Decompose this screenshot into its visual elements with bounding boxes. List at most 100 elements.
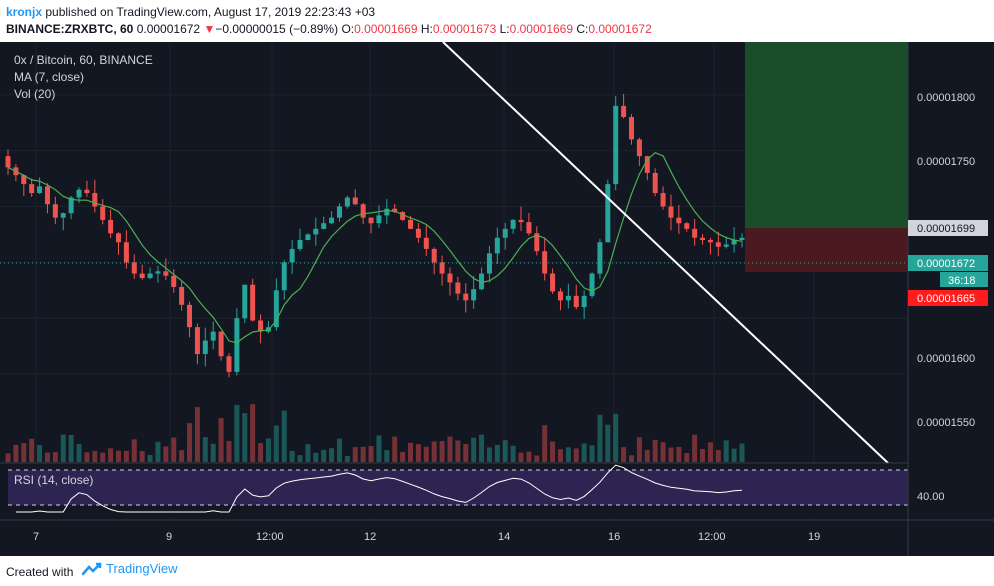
time-tick-19: 19 [808, 531, 820, 543]
volume-bar-72 [573, 448, 579, 462]
candle-14 [115, 233, 121, 243]
volume-bars [5, 404, 745, 462]
candle-50 [400, 212, 406, 220]
price-change: −0.00000015 (−0.89%) [215, 22, 339, 36]
candle-2 [21, 175, 27, 185]
candle-25 [202, 340, 208, 354]
candle-31 [250, 284, 256, 321]
volume-bar-67 [534, 455, 540, 462]
volume-bar-27 [218, 418, 224, 462]
candle-38 [305, 234, 311, 240]
author-link[interactable]: kronjx [6, 5, 43, 19]
candle-29 [234, 318, 240, 372]
candle-55 [439, 262, 445, 274]
volume-bar-24 [194, 407, 200, 462]
price-tick-1800: 0.00001800 [917, 92, 975, 104]
candle-65 [518, 219, 524, 223]
publish-line: kronjx published on TradingView.com, Aug… [6, 5, 375, 19]
volume-bar-58 [463, 444, 469, 462]
candle-61 [486, 253, 492, 274]
candle-74 [589, 273, 595, 296]
price-chart[interactable]: 0x / Bitcoin, 60, BINANCE MA (7, close) … [0, 42, 994, 556]
price-tick-1550: 0.00001550 [917, 417, 975, 429]
target-zone[interactable] [745, 42, 908, 228]
legend-ma: MA (7, close) [14, 70, 84, 84]
candle-46 [368, 217, 374, 224]
candle-56 [447, 273, 453, 283]
countdown-label-bg [940, 272, 988, 287]
candle-48 [384, 208, 390, 216]
last-price-label-bg [908, 255, 988, 271]
time-tick-1200b: 12:00 [698, 531, 726, 543]
grid-lines [0, 42, 908, 520]
candle-7 [60, 213, 66, 218]
volume-bar-13 [108, 448, 114, 462]
candle-86 [684, 223, 690, 229]
volume-bar-71 [565, 447, 571, 462]
volume-bar-55 [439, 441, 445, 462]
open-value: 0.00001669 [354, 22, 418, 36]
legend-vol: Vol (20) [14, 87, 55, 101]
candle-39 [313, 228, 319, 235]
volume-bar-8 [68, 434, 74, 462]
candle-71 [565, 295, 571, 301]
volume-bar-34 [273, 425, 279, 462]
volume-bar-33 [265, 438, 271, 462]
candle-5 [44, 186, 50, 205]
volume-bar-89 [707, 442, 713, 462]
tradingview-logo[interactable]: TradingView [82, 561, 178, 576]
created-with-text: Created with [6, 565, 74, 579]
candle-58 [463, 293, 469, 301]
volume-bar-7 [60, 434, 66, 462]
candle-30 [242, 284, 248, 319]
candle-37 [297, 240, 303, 249]
price-axis[interactable]: 0.00001800 0.00001750 0.00001600 0.00001… [908, 92, 988, 503]
volume-bar-80 [636, 437, 642, 462]
candle-79 [629, 117, 635, 140]
symbol-label: BINANCE:ZRXBTC, 60 [6, 22, 134, 36]
candle-80 [636, 139, 642, 157]
volume-bar-40 [321, 449, 327, 462]
trend-line[interactable] [442, 42, 889, 464]
volume-bar-54 [431, 441, 437, 462]
price-tick-1600: 0.00001600 [917, 353, 975, 365]
volume-bar-10 [84, 452, 90, 462]
chart-header: kronjx published on TradingView.com, Aug… [0, 0, 994, 42]
candle-85 [676, 217, 682, 224]
candle-70 [557, 291, 563, 301]
candle-40 [321, 223, 327, 229]
volume-bar-78 [621, 447, 627, 462]
candle-0 [5, 156, 11, 168]
volume-bar-53 [423, 446, 429, 462]
volume-bar-74 [589, 445, 595, 462]
legend-title: 0x / Bitcoin, 60, BINANCE [14, 53, 153, 67]
volume-bar-18 [147, 454, 153, 462]
volume-bar-79 [629, 455, 635, 462]
time-tick-9: 9 [166, 531, 172, 543]
zone-price-label-bg [908, 220, 988, 236]
volume-bar-11 [92, 450, 98, 462]
volume-bar-48 [384, 450, 390, 462]
last-price: 0.00001672 [136, 22, 201, 36]
candle-60 [479, 273, 485, 290]
candle-10 [84, 189, 90, 194]
volume-bar-57 [455, 440, 461, 462]
candle-93 [739, 237, 745, 240]
stop-zone[interactable] [745, 228, 908, 272]
volume-bar-35 [281, 410, 287, 462]
time-axis[interactable]: 7 9 12:00 12 14 16 12:00 19 [33, 531, 820, 543]
volume-bar-43 [344, 455, 350, 462]
candle-22 [179, 286, 185, 305]
volume-bar-92 [731, 448, 737, 462]
volume-bar-52 [415, 444, 421, 462]
candle-53 [423, 237, 429, 249]
volume-bar-90 [715, 449, 721, 462]
volume-bar-83 [660, 442, 666, 462]
candle-28 [226, 356, 232, 372]
candle-72 [573, 295, 579, 308]
high-label: H: [420, 22, 433, 36]
candle-49 [392, 208, 398, 213]
volume-bar-2 [21, 443, 27, 462]
volume-bar-42 [336, 438, 342, 462]
candle-69 [550, 273, 556, 292]
